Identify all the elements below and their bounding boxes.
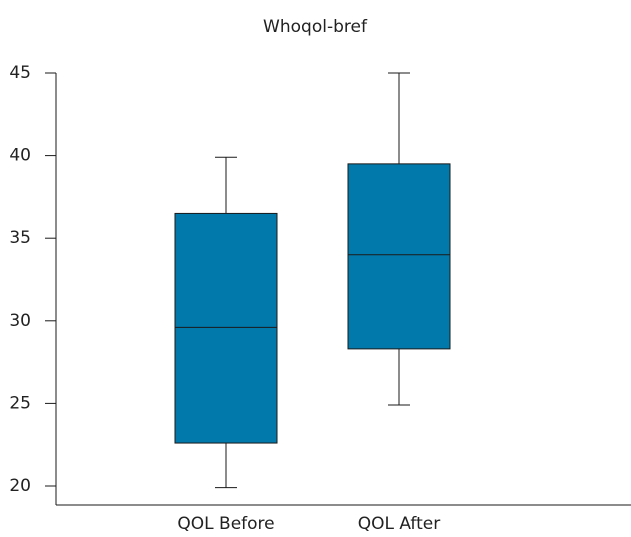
iqr-box bbox=[347, 163, 451, 350]
y-tick-label: 45 bbox=[9, 63, 31, 83]
chart-title: Whoqol-bref bbox=[263, 17, 368, 37]
y-tick-label: 40 bbox=[9, 146, 31, 166]
y-tick-label: 25 bbox=[9, 393, 31, 413]
boxes bbox=[174, 72, 451, 489]
y-tick-label: 20 bbox=[9, 476, 31, 496]
y-tick-label: 30 bbox=[9, 311, 31, 331]
box-qol-before bbox=[174, 156, 278, 489]
x-category-label: QOL After bbox=[358, 514, 440, 534]
y-tick-label: 35 bbox=[9, 228, 31, 248]
box-qol-after bbox=[347, 72, 451, 406]
axes: 20 25 30 35 40 45 QOL Before QOL After bbox=[9, 63, 631, 534]
iqr-box bbox=[174, 212, 278, 444]
x-category-label: QOL Before bbox=[177, 514, 274, 534]
